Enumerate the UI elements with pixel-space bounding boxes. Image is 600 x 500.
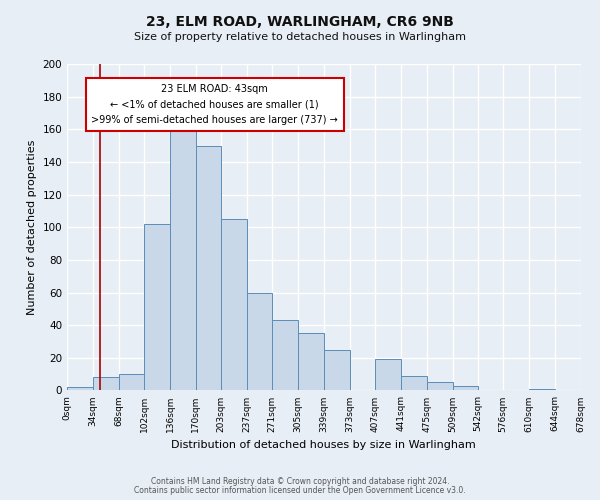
Bar [452, 386, 478, 390]
Bar [93, 378, 119, 390]
Text: Contains public sector information licensed under the Open Government Licence v3: Contains public sector information licen… [134, 486, 466, 495]
Bar [376, 360, 401, 390]
Bar [221, 219, 247, 390]
Text: Size of property relative to detached houses in Warlingham: Size of property relative to detached ho… [134, 32, 466, 42]
X-axis label: Distribution of detached houses by size in Warlingham: Distribution of detached houses by size … [172, 440, 476, 450]
Text: 23 ELM ROAD: 43sqm
← <1% of detached houses are smaller (1)
>99% of semi-detache: 23 ELM ROAD: 43sqm ← <1% of detached hou… [91, 84, 338, 125]
Bar [401, 376, 427, 390]
Bar [272, 320, 298, 390]
Text: 23, ELM ROAD, WARLINGHAM, CR6 9NB: 23, ELM ROAD, WARLINGHAM, CR6 9NB [146, 15, 454, 29]
Bar [529, 389, 555, 390]
Y-axis label: Number of detached properties: Number of detached properties [27, 140, 37, 315]
Bar [145, 224, 170, 390]
Bar [67, 387, 93, 390]
Bar [170, 120, 196, 390]
Bar [119, 374, 145, 390]
Text: Contains HM Land Registry data © Crown copyright and database right 2024.: Contains HM Land Registry data © Crown c… [151, 477, 449, 486]
Bar [427, 382, 452, 390]
Bar [247, 292, 272, 390]
Bar [196, 146, 221, 390]
Bar [298, 334, 324, 390]
Bar [324, 350, 350, 391]
